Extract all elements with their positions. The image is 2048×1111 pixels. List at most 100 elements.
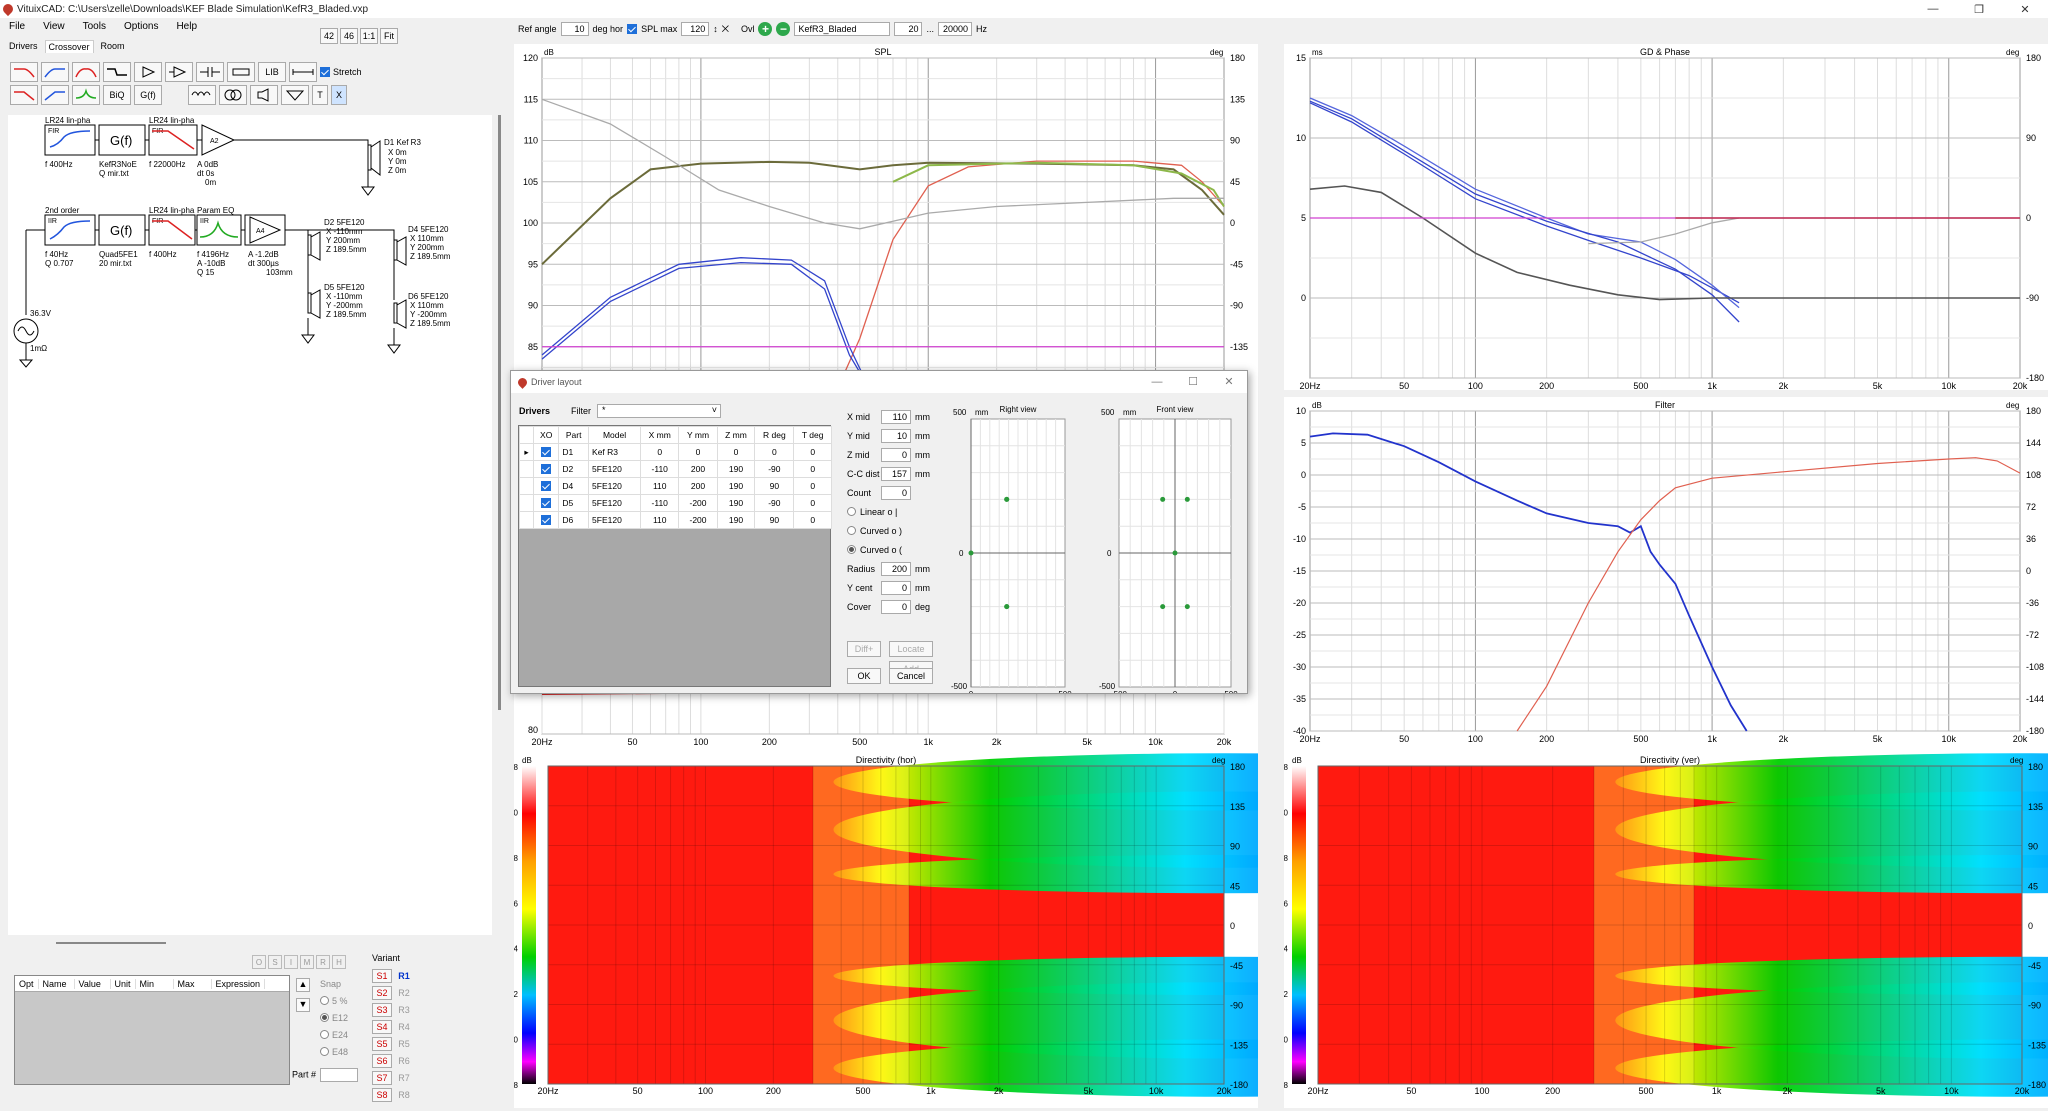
store-s2[interactable]: S2 xyxy=(372,985,392,1000)
down-arrow-icon[interactable]: ▼ xyxy=(296,998,310,1012)
layout-radio[interactable]: Linear o | xyxy=(847,502,930,521)
filter-chart[interactable]: 10 5 0 -5 -10 -15 -20 -25 -30 -35 -40 180 144 108 72 36… xyxy=(1284,397,2048,750)
xo-checkbox[interactable] xyxy=(541,498,552,509)
store-s6[interactable]: S6 xyxy=(372,1053,392,1068)
menu-help[interactable]: Help xyxy=(176,21,198,32)
stretch-checkbox[interactable] xyxy=(320,67,330,77)
dialog-minimize-icon[interactable]: — xyxy=(1151,376,1163,388)
gd-phase-chart[interactable]: 15 10 5 0 180 90 0 -90 -180 GD & Phase ms deg 20Hz 50… xyxy=(1284,44,2048,391)
store-s5[interactable]: S5 xyxy=(372,1036,392,1051)
close-icon[interactable]: ✕ xyxy=(2020,3,2030,16)
zoom-1to1[interactable]: 1:1 xyxy=(360,28,378,44)
layout-radio[interactable]: Curved o ( xyxy=(847,540,930,559)
recall-r2[interactable]: R2 xyxy=(398,987,410,998)
fmin-input[interactable]: 20 xyxy=(894,22,923,36)
schematic-canvas[interactable]: LR24 lin-pha FIR f 400Hz G(f) KefR3NoE Q … xyxy=(8,115,492,935)
peq-icon[interactable] xyxy=(72,85,100,105)
locate-button[interactable]: Locate xyxy=(889,641,933,657)
transformer-icon[interactable] xyxy=(219,85,247,105)
menu-file[interactable]: File xyxy=(9,21,26,32)
x-button[interactable]: X xyxy=(331,85,347,105)
bandpass-icon[interactable] xyxy=(72,62,100,82)
btn-o[interactable]: O xyxy=(252,955,266,969)
spl-chart[interactable]: 1201151101051009590858018013590450-45-90… xyxy=(514,44,1258,393)
store-s4[interactable]: S4 xyxy=(372,1019,392,1034)
overlay-input[interactable]: KefR3_Bladed xyxy=(794,22,891,36)
driver-row[interactable]: D2 5FE120 -110 200 190 -90 0 xyxy=(519,460,832,478)
schematic-scrollbar[interactable] xyxy=(498,115,501,710)
zoom-46[interactable]: 46 xyxy=(340,28,358,44)
ok-button[interactable]: OK xyxy=(847,668,881,684)
restore-icon[interactable]: ❐ xyxy=(1974,3,1984,16)
dialog-maximize-icon[interactable]: ☐ xyxy=(1188,376,1198,388)
xo-checkbox[interactable] xyxy=(541,481,552,492)
spl-max-input[interactable]: 120 xyxy=(681,22,710,36)
btn-h[interactable]: H xyxy=(332,955,346,969)
pane-splitter[interactable] xyxy=(8,942,492,950)
xo-checkbox[interactable] xyxy=(541,447,552,458)
snap-e48[interactable]: E48 xyxy=(320,1043,348,1060)
up-arrow-icon[interactable]: ▲ xyxy=(296,978,310,992)
recall-r8[interactable]: R8 xyxy=(398,1089,410,1100)
diff-button[interactable]: Diff+ xyxy=(847,641,881,657)
driver-row[interactable]: D4 5FE120 110 200 190 90 0 xyxy=(519,477,832,495)
add-overlay-icon[interactable]: + xyxy=(758,22,773,36)
directivity-hor-chart[interactable]: 8 0 -8 -16 -24 -32 -40 -48 180 135 90 45 0 -45 -90 -135… xyxy=(506,750,1615,1108)
filter-dropdown[interactable]: * ˅ xyxy=(597,404,721,418)
allpass-icon[interactable] xyxy=(103,62,131,82)
zoom-fit[interactable]: Fit xyxy=(380,28,398,44)
driver-row[interactable]: D5 5FE120 -110 -200 190 -90 0 xyxy=(519,494,832,512)
driver-row[interactable]: ▸ D1 Kef R3 0 0 0 0 0 xyxy=(519,443,832,461)
wire-icon[interactable] xyxy=(289,62,317,82)
ref-angle-input[interactable]: 10 xyxy=(560,22,589,36)
driver-table[interactable]: XO Part Model X mm Y mm Z mm R deg T deg… xyxy=(518,425,832,687)
tab-crossover[interactable]: Crossover xyxy=(44,40,94,53)
recall-r6[interactable]: R6 xyxy=(398,1055,410,1066)
tab-room[interactable]: Room xyxy=(97,40,128,53)
store-s3[interactable]: S3 xyxy=(372,1002,392,1017)
lowpass-icon[interactable] xyxy=(10,62,38,82)
highpass-icon[interactable] xyxy=(41,62,69,82)
remove-overlay-icon[interactable]: − xyxy=(776,22,791,36)
zoom-42[interactable]: 42 xyxy=(320,28,338,44)
recall-r4[interactable]: R4 xyxy=(398,1021,410,1032)
recall-r1[interactable]: R1 xyxy=(398,970,410,981)
gf-button[interactable]: G(f) xyxy=(134,85,162,105)
biq-button[interactable]: BiQ xyxy=(103,85,131,105)
spin-icon[interactable]: ↕ xyxy=(713,24,718,34)
dialog-close-icon[interactable]: ✕ xyxy=(1224,376,1234,388)
snap-5pct[interactable]: 5 % xyxy=(320,992,348,1009)
snap-e12[interactable]: E12 xyxy=(320,1009,348,1026)
delay-icon[interactable] xyxy=(165,62,193,82)
spl-max-checkbox[interactable] xyxy=(627,24,638,34)
fmax-input[interactable]: 20000 xyxy=(937,22,972,36)
lib-button[interactable]: LIB xyxy=(258,62,286,82)
btn-m[interactable]: M xyxy=(300,955,314,969)
btn-s[interactable]: S xyxy=(268,955,282,969)
hourglass-icon[interactable]: ⨉ xyxy=(721,23,729,34)
inductor-icon[interactable] xyxy=(188,85,216,105)
tab-drivers[interactable]: Drivers xyxy=(6,40,41,53)
minimize-icon[interactable]: — xyxy=(1927,3,1939,15)
snap-e24[interactable]: E24 xyxy=(320,1026,348,1043)
capacitor-icon[interactable] xyxy=(196,62,224,82)
xo-checkbox[interactable] xyxy=(541,464,552,475)
recall-r5[interactable]: R5 xyxy=(398,1038,410,1049)
recall-r3[interactable]: R3 xyxy=(398,1004,410,1015)
btn-r[interactable]: R xyxy=(316,955,330,969)
driver-row[interactable]: D6 5FE120 110 -200 190 90 0 xyxy=(519,511,832,529)
speaker-icon[interactable] xyxy=(250,85,278,105)
store-s1[interactable]: S1 xyxy=(372,968,392,983)
layout-radio[interactable]: Curved o ) xyxy=(847,521,930,540)
amplifier-icon[interactable] xyxy=(134,62,162,82)
xo-checkbox[interactable] xyxy=(541,515,552,526)
menu-view[interactable]: View xyxy=(43,21,65,32)
resistor-icon[interactable] xyxy=(227,62,255,82)
menu-options[interactable]: Options xyxy=(123,21,159,32)
lowpass-fir-icon[interactable] xyxy=(10,85,38,105)
parts-table[interactable]: Opt Name Value Unit Min Max Expression xyxy=(14,975,290,1085)
cancel-button[interactable]: Cancel xyxy=(889,668,933,684)
btn-i[interactable]: I xyxy=(284,955,298,969)
store-s8[interactable]: S8 xyxy=(372,1087,392,1102)
highpass-fir-icon[interactable] xyxy=(41,85,69,105)
